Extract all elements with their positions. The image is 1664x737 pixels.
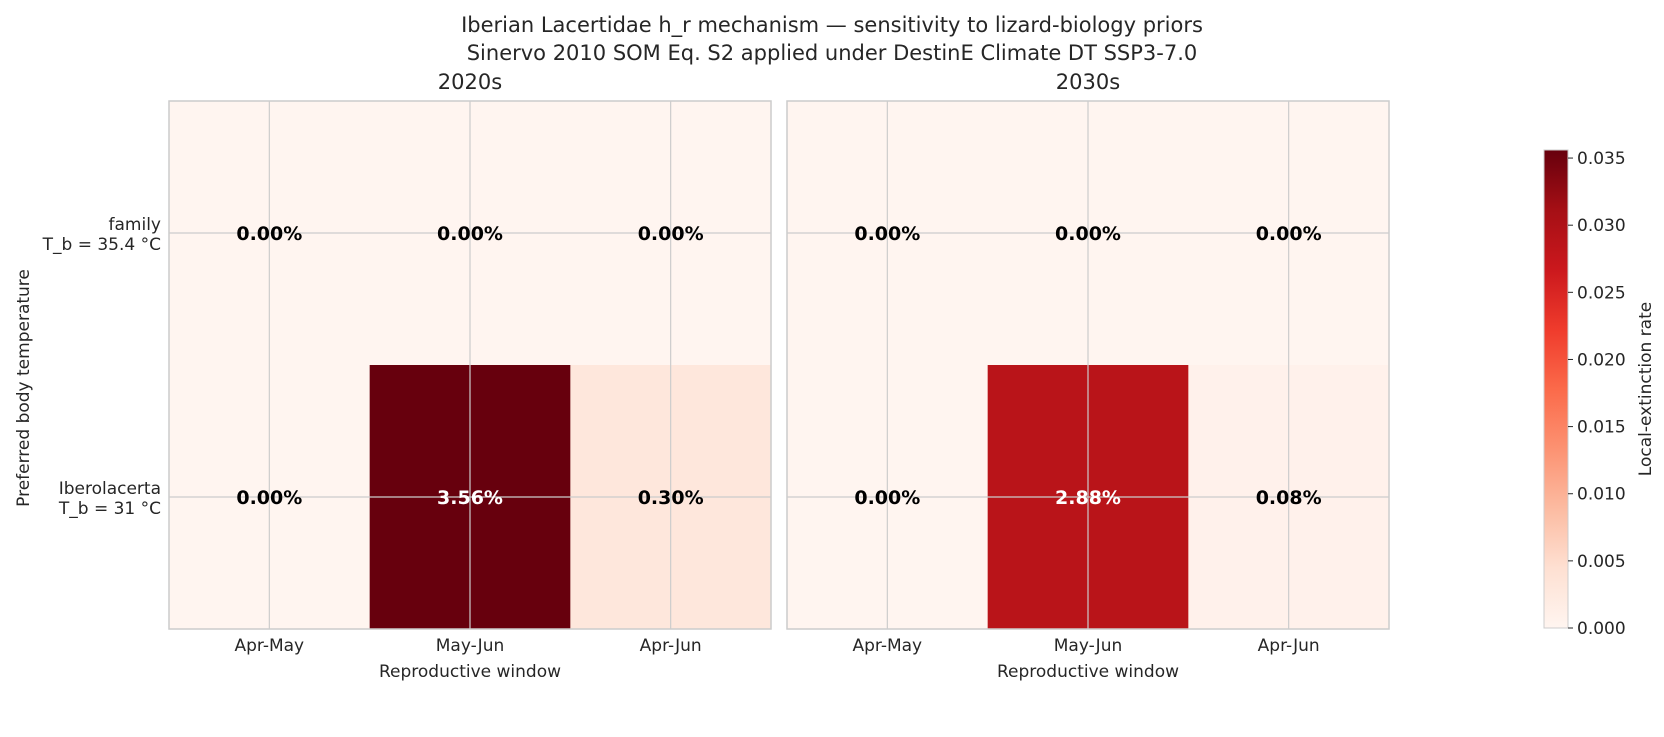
cell-value-label: 0.00% [854,223,920,245]
x-tick-label: May-Jun [436,636,505,656]
colorbar-gradient [1543,149,1569,629]
chart-title: Iberian Lacertidae h_r mechanism — sensi… [461,13,1203,38]
colorbar-tick-label: 0.000 [1577,619,1626,639]
panel-title: 2030s [1056,70,1120,94]
panel-frame [168,100,772,630]
colorbar-tick-label: 0.020 [1577,350,1626,370]
colorbar-tick-label: 0.010 [1577,485,1626,505]
y-tick-label: family T_b = 35.4 °C [42,215,161,255]
heatmap-panel-2030s: 0.00% 0.00% 0.00% 0.00% 2.88% 0.08% 2030s Apr-M… [786,70,1390,682]
colorbar-tick-label: 0.025 [1577,283,1626,303]
cell-value-label: 0.00% [1055,223,1121,245]
cell-value-label: 0.30% [638,487,704,509]
cell-value-label: 0.00% [236,487,302,509]
heatmap-panels: 0.00% 0.00% 0.00% 0.00% 3.56% 0.30% 2020s Apr-M… [42,70,1390,682]
x-tick-label: Apr-Jun [1258,636,1320,656]
cell-value-label: 0.08% [1256,487,1322,509]
y-tick-label: Iberolacerta T_b = 31 °C [58,479,161,519]
heatmap-panel-2020s: 0.00% 0.00% 0.00% 0.00% 3.56% 0.30% 2020s Apr-M… [168,70,772,682]
cell-value-label: 0.00% [854,487,920,509]
y-axis-label: Preferred body temperature [14,269,34,507]
x-tick-label: Apr-Jun [640,636,702,656]
x-axis-label: Reproductive window [379,662,561,682]
colorbar-tick-label: 0.005 [1577,552,1626,572]
cell-value-label: 2.88% [1055,487,1121,509]
cell-value-label: 0.00% [1256,223,1322,245]
colorbar-tick-label: 0.015 [1577,418,1626,438]
cell-value-label: 3.56% [437,487,503,509]
chart-subtitle: Sinervo 2010 SOM Eq. S2 applied under De… [467,41,1198,65]
x-tick-label: May-Jun [1054,636,1123,656]
colorbar: 0.000 0.005 0.010 0.015 0.020 0.025 0.030 0.035… [1543,149,1656,639]
panel-title: 2020s [438,70,502,94]
cell-value-label: 0.00% [437,223,503,245]
panel-frame [786,100,1390,630]
x-tick-label: Apr-May [235,636,305,656]
cell-value-label: 0.00% [236,223,302,245]
x-tick-label: Apr-May [853,636,923,656]
colorbar-ticks: 0.000 0.005 0.010 0.015 0.020 0.025 0.030 0.035 [1568,149,1626,639]
x-axis-label: Reproductive window [997,662,1179,682]
colorbar-tick-label: 0.030 [1577,216,1626,236]
colorbar-tick-label: 0.035 [1577,149,1626,169]
colorbar-label: Local-extinction rate [1636,302,1656,476]
cell-value-label: 0.00% [638,223,704,245]
